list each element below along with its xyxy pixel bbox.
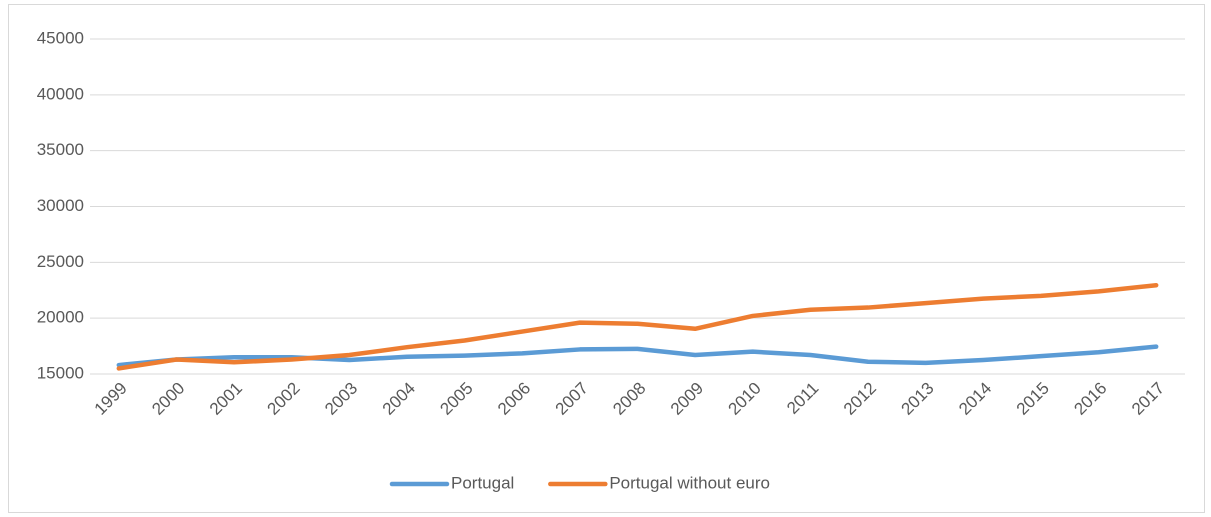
chart-border bbox=[8, 4, 1205, 513]
y-tick-label: 35000 bbox=[37, 140, 84, 159]
y-tick-label: 45000 bbox=[37, 28, 84, 47]
legend-label: Portugal without euro bbox=[609, 473, 770, 492]
y-tick-label: 40000 bbox=[37, 84, 84, 103]
y-tick-label: 15000 bbox=[37, 363, 84, 382]
y-tick-label: 30000 bbox=[37, 196, 84, 215]
y-tick-label: 25000 bbox=[37, 252, 84, 271]
legend-label: Portugal bbox=[451, 473, 514, 492]
series-line bbox=[116, 282, 1159, 371]
y-tick-label: 20000 bbox=[37, 308, 84, 327]
